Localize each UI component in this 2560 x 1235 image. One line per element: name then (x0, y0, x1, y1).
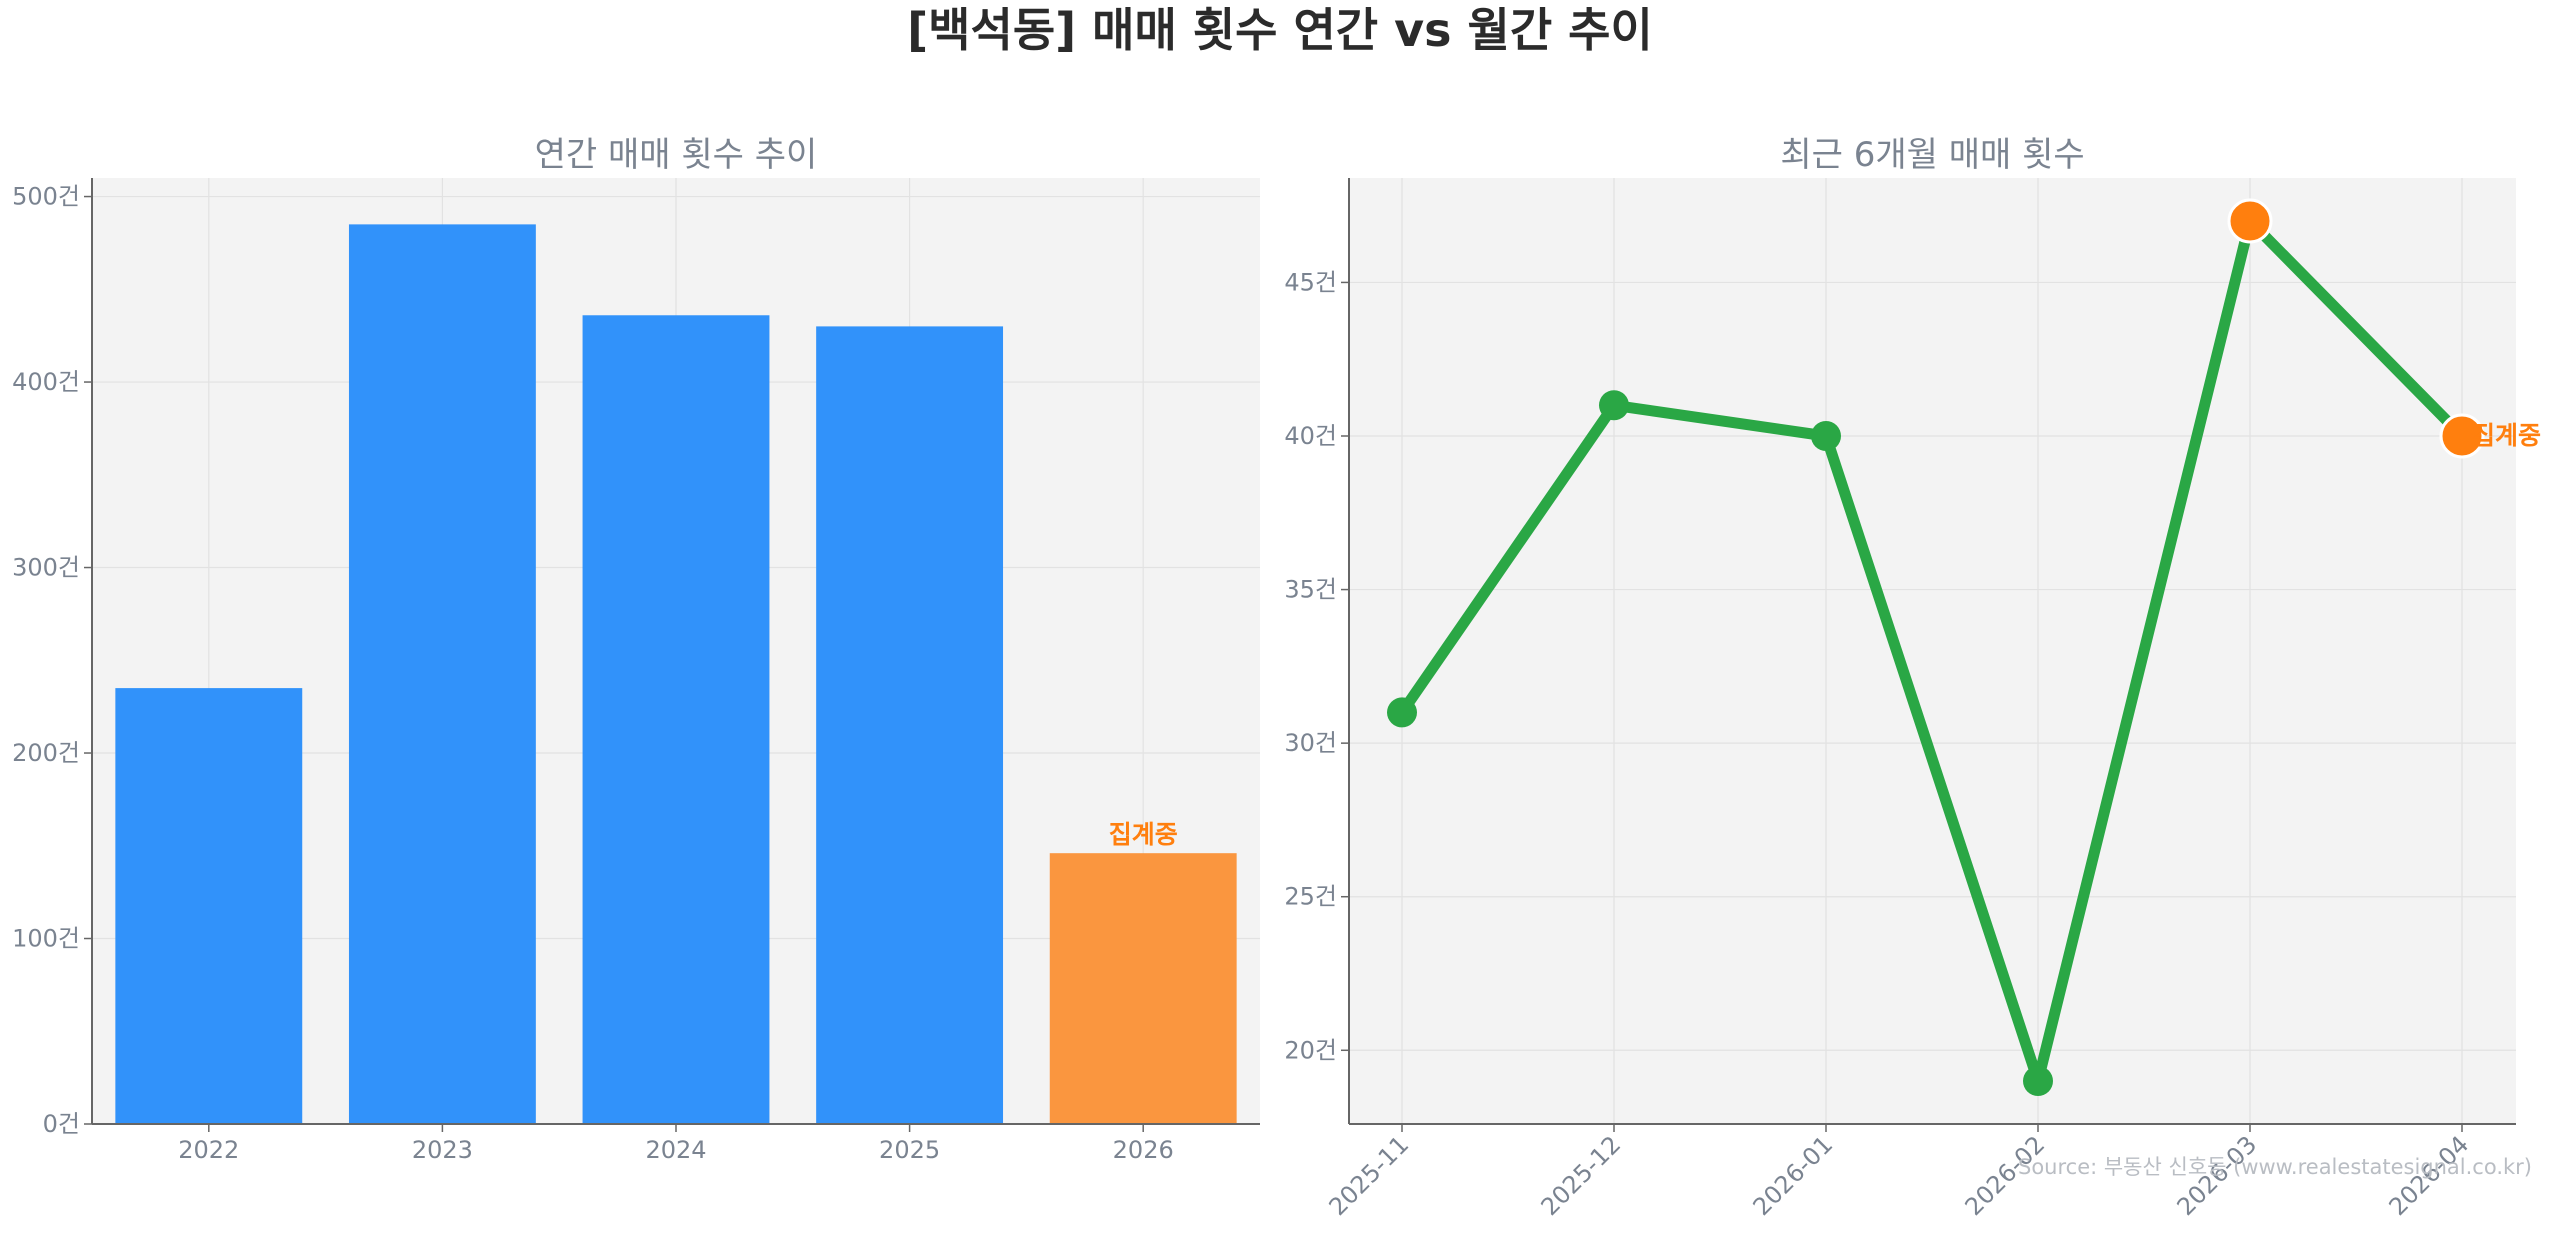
bar-2023 (348, 224, 536, 1124)
bar-2025 (816, 326, 1004, 1124)
data-point-2026-01 (1811, 421, 1841, 451)
plot-area (1349, 178, 2516, 1124)
data-point-2026-04 (2439, 413, 2485, 459)
data-point-2025-11 (1387, 697, 1417, 728)
y-tick-label: 40건 (1284, 422, 1337, 450)
y-tick-label: 400건 (12, 368, 80, 396)
series-line (1396, 215, 2468, 1087)
x-tick-label: 2024 (645, 1136, 706, 1164)
data-point-2026-03 (2227, 198, 2273, 244)
bar-2024 (582, 315, 770, 1124)
panel-title: 연간 매매 횟수 추이 (535, 135, 818, 175)
x-tick-label: 2026-01 (1748, 1130, 1839, 1221)
x-tick-label: 2025-11 (1324, 1130, 1415, 1221)
y-tick-label: 25건 (1284, 883, 1337, 911)
panel-title: 최근 6개월 매매 횟수 (1780, 135, 2084, 175)
x-tick-label: 2025 (879, 1136, 940, 1164)
y-tick-label: 20건 (1284, 1036, 1337, 1064)
x-tick-label: 2022 (178, 1136, 239, 1164)
y-tick-label: 45건 (1284, 268, 1337, 296)
x-tick-label: 2026 (1113, 1136, 1174, 1164)
y-tick-label: 35건 (1284, 576, 1337, 604)
annotation-label: 집계중 (2472, 421, 2541, 450)
y-tick-label: 200건 (12, 739, 80, 767)
y-tick-label: 100건 (12, 925, 80, 953)
y-tick-label: 30건 (1284, 729, 1337, 757)
x-tick-label: 2025-12 (1536, 1130, 1627, 1221)
y-tick-label: 300건 (12, 554, 80, 582)
bar-2026 (1049, 853, 1237, 1124)
y-tick-label: 500건 (12, 183, 80, 211)
annual-bar-chart: 0건 100건 200건 300건 400건 500건 2022 2023 2024 2025 20… (12, 135, 1260, 1164)
data-point-2026-02 (2023, 1066, 2053, 1096)
bar-2022 (115, 688, 303, 1124)
page-title: [백석동] 매매 횟수 연간 vs 월간 추이 (907, 3, 1653, 57)
annotation-label: 집계중 (1109, 820, 1178, 849)
data-point-2025-12 (1599, 390, 1629, 421)
y-tick-label: 0건 (43, 1110, 80, 1138)
x-tick-label: 2023 (412, 1136, 473, 1164)
source-note: Source: 부동산 신호등 (www.realestatesignal.co… (2018, 1155, 2532, 1179)
